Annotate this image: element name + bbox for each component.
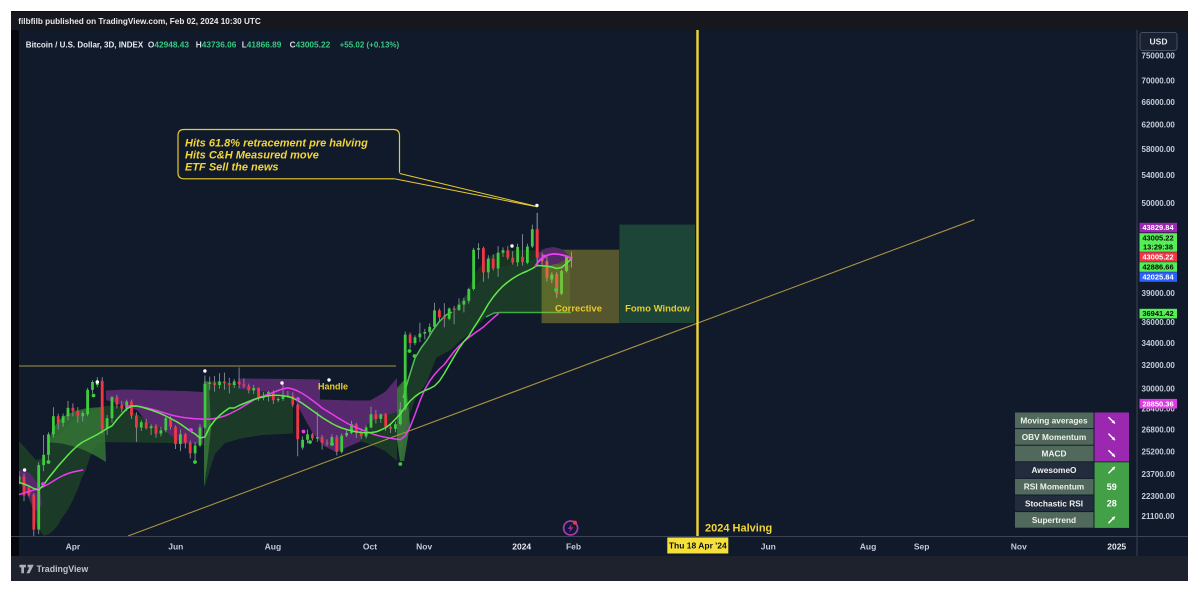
svg-text:2024 Halving: 2024 Halving bbox=[705, 523, 772, 535]
svg-text:Nov: Nov bbox=[1011, 542, 1027, 552]
svg-text:Handle: Handle bbox=[318, 382, 348, 392]
svg-text:43005.22: 43005.22 bbox=[1142, 253, 1173, 262]
svg-text:66000.00: 66000.00 bbox=[1142, 98, 1176, 107]
svg-text:Sep: Sep bbox=[914, 542, 930, 552]
svg-text:28400.00: 28400.00 bbox=[1142, 404, 1176, 413]
svg-text:Stochastic RSI: Stochastic RSI bbox=[1025, 498, 1083, 508]
svg-text:54000.00: 54000.00 bbox=[1142, 171, 1176, 180]
svg-text:USD: USD bbox=[1150, 37, 1168, 47]
svg-text:Jun: Jun bbox=[168, 542, 183, 552]
svg-text:Feb: Feb bbox=[566, 542, 581, 552]
svg-text:23700.00: 23700.00 bbox=[1142, 470, 1176, 479]
svg-text:O42948.43: O42948.43 bbox=[148, 39, 189, 49]
svg-text:Bitcoin / U.S. Dollar, 3D, IND: Bitcoin / U.S. Dollar, 3D, INDEX bbox=[26, 40, 144, 49]
svg-text:OBV Momentum: OBV Momentum bbox=[1022, 432, 1087, 442]
svg-text:Corrective: Corrective bbox=[555, 304, 602, 315]
svg-text:13:29:38: 13:29:38 bbox=[1143, 242, 1173, 251]
svg-text:39000.00: 39000.00 bbox=[1142, 289, 1176, 298]
svg-text:Nov: Nov bbox=[416, 542, 432, 552]
svg-text:Fomo Window: Fomo Window bbox=[625, 304, 690, 315]
svg-text:Jun: Jun bbox=[761, 542, 776, 552]
svg-text:RSI Momentum: RSI Momentum bbox=[1024, 482, 1084, 492]
svg-text:59: 59 bbox=[1107, 482, 1117, 492]
svg-text:Moving averages: Moving averages bbox=[1020, 415, 1088, 425]
svg-text:H43736.06: H43736.06 bbox=[196, 39, 237, 49]
svg-text:ETF Sell the news: ETF Sell the news bbox=[185, 162, 279, 174]
svg-text:Supertrend: Supertrend bbox=[1032, 515, 1076, 525]
svg-text:21100.00: 21100.00 bbox=[1142, 512, 1175, 521]
svg-text:MACD: MACD bbox=[1042, 449, 1067, 459]
svg-text:70000.00: 70000.00 bbox=[1142, 77, 1176, 86]
svg-text:2025: 2025 bbox=[1107, 542, 1126, 552]
svg-text:25200.00: 25200.00 bbox=[1142, 448, 1176, 457]
svg-text:Hits C&H Measured move: Hits C&H Measured move bbox=[185, 150, 319, 162]
svg-text:2024: 2024 bbox=[512, 542, 531, 552]
svg-text:filbfilb published on TradingV: filbfilb published on TradingView.com, F… bbox=[18, 17, 261, 26]
svg-text:62000.00: 62000.00 bbox=[1142, 121, 1176, 130]
svg-text:32000.00: 32000.00 bbox=[1142, 361, 1176, 370]
svg-text:28850.36: 28850.36 bbox=[1142, 399, 1173, 408]
svg-text:Aug: Aug bbox=[860, 542, 877, 552]
svg-text:+55.02 (+0.13%): +55.02 (+0.13%) bbox=[340, 40, 400, 49]
svg-text:42025.84: 42025.84 bbox=[1142, 273, 1174, 282]
svg-text:26800.00: 26800.00 bbox=[1142, 425, 1176, 434]
svg-text:Apr: Apr bbox=[66, 542, 81, 552]
svg-text:Oct: Oct bbox=[363, 542, 377, 552]
svg-text:36000.00: 36000.00 bbox=[1142, 318, 1176, 327]
svg-text:Aug: Aug bbox=[265, 542, 282, 552]
svg-text:30000.00: 30000.00 bbox=[1142, 384, 1176, 393]
svg-text:58000.00: 58000.00 bbox=[1142, 145, 1176, 154]
svg-text:22300.00: 22300.00 bbox=[1142, 492, 1176, 501]
svg-text:TradingView: TradingView bbox=[37, 564, 89, 574]
svg-text:AwesomeO: AwesomeO bbox=[1031, 465, 1077, 475]
svg-text:43829.84: 43829.84 bbox=[1142, 223, 1174, 232]
svg-text:43005.22: 43005.22 bbox=[1142, 234, 1173, 243]
svg-text:Thu 18 Apr '24: Thu 18 Apr '24 bbox=[669, 540, 727, 550]
svg-text:42886.66: 42886.66 bbox=[1142, 263, 1173, 272]
svg-text:C43005.22: C43005.22 bbox=[290, 39, 331, 49]
svg-text:50000.00: 50000.00 bbox=[1142, 199, 1176, 208]
svg-text:L41866.89: L41866.89 bbox=[242, 39, 282, 49]
svg-text:Hits 61.8% retracement pre hal: Hits 61.8% retracement pre halving bbox=[185, 138, 368, 150]
svg-text:36941.42: 36941.42 bbox=[1142, 309, 1173, 318]
svg-text:28: 28 bbox=[1107, 499, 1117, 509]
svg-text:34000.00: 34000.00 bbox=[1142, 339, 1176, 348]
svg-text:75000.00: 75000.00 bbox=[1142, 52, 1176, 61]
